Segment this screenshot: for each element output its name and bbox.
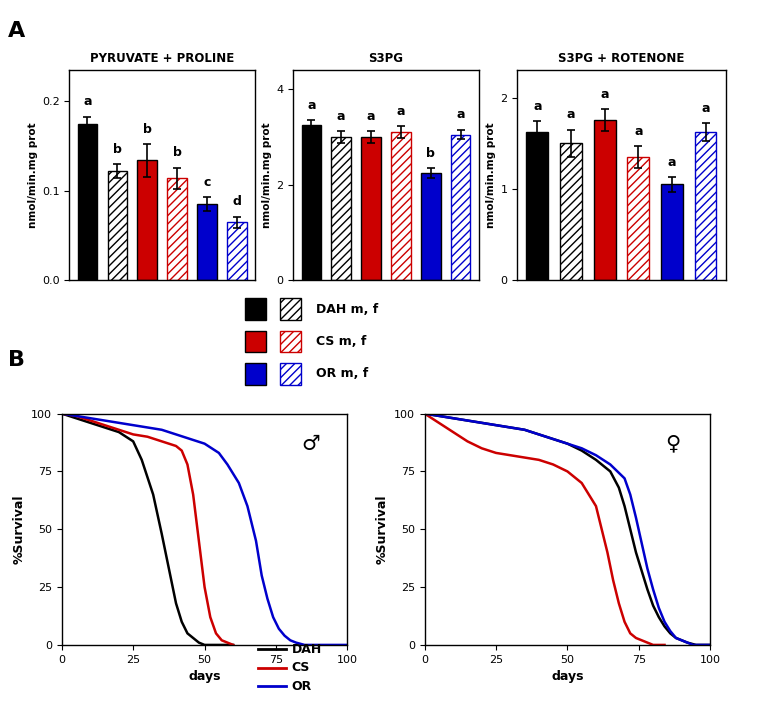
Bar: [280, 363, 301, 385]
Text: DAH: DAH: [292, 643, 322, 655]
Bar: [302, 125, 321, 280]
Text: DAH m, f: DAH m, f: [316, 303, 378, 315]
Bar: [361, 137, 381, 280]
Text: OR: OR: [292, 680, 312, 693]
Text: CS m, f: CS m, f: [316, 335, 366, 348]
Text: a: a: [367, 110, 375, 123]
X-axis label: days: days: [551, 670, 584, 683]
Bar: [280, 298, 301, 320]
Bar: [78, 124, 97, 280]
Bar: [197, 204, 217, 280]
Text: b: b: [426, 147, 435, 160]
Bar: [137, 161, 157, 280]
Bar: [245, 331, 266, 352]
Text: CS: CS: [292, 661, 310, 674]
Text: a: a: [456, 109, 465, 121]
Text: a: a: [634, 125, 642, 137]
Text: a: a: [601, 88, 609, 101]
Text: B: B: [8, 350, 25, 371]
Bar: [280, 331, 301, 352]
Bar: [245, 298, 266, 320]
Bar: [391, 132, 411, 280]
Y-axis label: nmol/min.mg prot: nmol/min.mg prot: [28, 123, 38, 228]
Title: S3PG: S3PG: [368, 52, 404, 64]
Bar: [628, 157, 649, 280]
Text: a: a: [83, 95, 92, 108]
Text: a: a: [397, 105, 405, 118]
Y-axis label: %Survival: %Survival: [12, 494, 25, 564]
Text: a: a: [337, 110, 345, 123]
Text: a: a: [307, 99, 316, 112]
Text: A: A: [8, 21, 25, 41]
Bar: [421, 173, 441, 280]
Bar: [245, 363, 266, 385]
Text: ♂: ♂: [301, 434, 320, 454]
Bar: [107, 171, 127, 280]
Text: a: a: [701, 102, 709, 115]
Text: a: a: [533, 100, 542, 113]
Bar: [527, 132, 548, 280]
Y-axis label: %Survival: %Survival: [375, 494, 388, 564]
Bar: [661, 184, 682, 280]
Text: a: a: [567, 108, 575, 121]
Text: a: a: [668, 156, 676, 169]
Bar: [560, 143, 582, 280]
Bar: [451, 135, 470, 280]
Text: OR m, f: OR m, f: [316, 367, 368, 380]
Text: b: b: [173, 147, 181, 159]
Y-axis label: nmol/min.mg prot: nmol/min.mg prot: [486, 123, 496, 228]
Text: c: c: [203, 176, 211, 189]
Text: ♀: ♀: [665, 434, 681, 454]
Bar: [594, 121, 615, 280]
Title: PYRUVATE + PROLINE: PYRUVATE + PROLINE: [90, 52, 234, 64]
Bar: [227, 222, 246, 280]
Text: d: d: [232, 196, 242, 208]
Text: b: b: [143, 123, 151, 136]
Text: b: b: [113, 142, 122, 156]
X-axis label: days: days: [188, 670, 221, 683]
Bar: [695, 132, 716, 280]
Title: S3PG + ROTENONE: S3PG + ROTENONE: [558, 52, 685, 64]
Bar: [168, 178, 187, 280]
Bar: [331, 137, 351, 280]
Y-axis label: nmol/min.mg prot: nmol/min.mg prot: [262, 123, 273, 228]
